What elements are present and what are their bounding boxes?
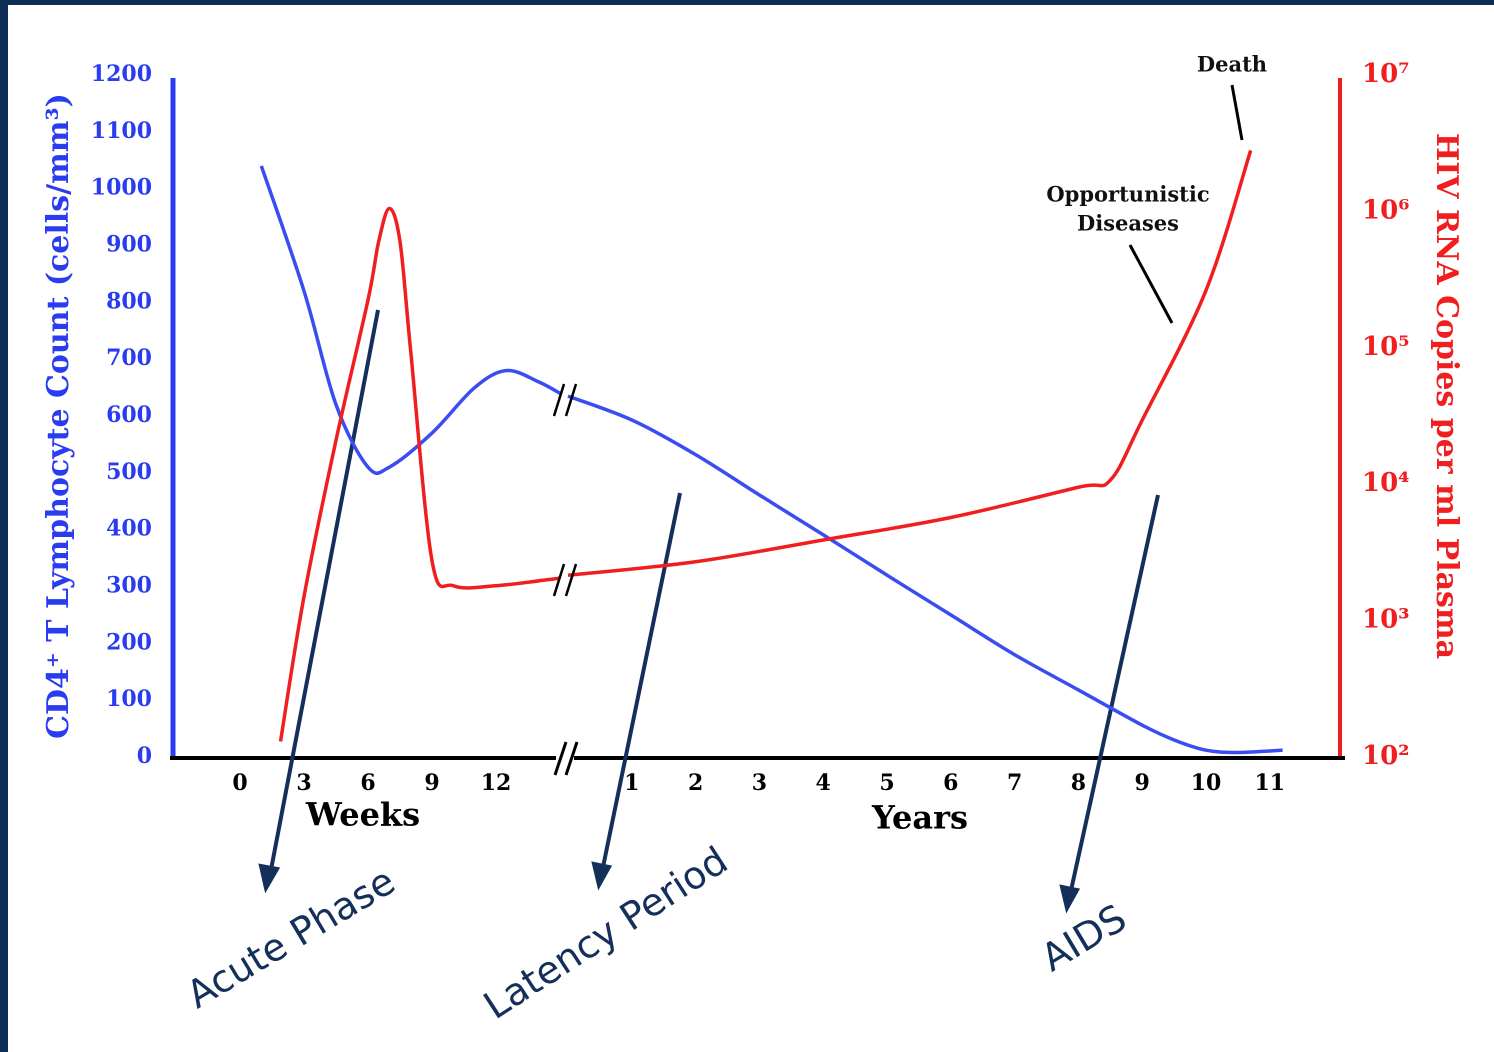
data-line xyxy=(567,394,1283,755)
x-tick-label: 2 xyxy=(688,770,703,796)
phase-arrows xyxy=(258,309,1160,914)
x-tick-label: 6 xyxy=(943,770,958,796)
x-tick-label: 6 xyxy=(360,770,375,796)
x-tick-label: 9 xyxy=(1135,770,1150,796)
y-tick-label: 300 xyxy=(106,573,152,599)
annotation: Opportunistic xyxy=(1046,182,1209,207)
x-axis-label: Years xyxy=(871,799,968,837)
y2-tick-label: 10³ xyxy=(1362,605,1410,635)
data-line xyxy=(278,206,561,742)
y2-tick-label: 10⁶ xyxy=(1362,195,1410,225)
y-tick-label: 800 xyxy=(106,288,152,314)
y2-tick-label: 10⁵ xyxy=(1362,332,1410,362)
annotation-pointer xyxy=(1128,244,1174,324)
annotation: Death xyxy=(1197,52,1267,77)
annotation: Diseases xyxy=(1077,211,1179,236)
y-tick-label: 200 xyxy=(106,629,152,655)
x-tick-label: 9 xyxy=(424,770,439,796)
x-tick-label: 3 xyxy=(296,770,311,796)
y-tick-label: 600 xyxy=(106,402,152,428)
background xyxy=(8,5,1494,1052)
y-tick-label: 900 xyxy=(106,232,152,258)
x-tick-label: 1 xyxy=(624,770,639,796)
y-tick-label: 0 xyxy=(137,743,152,769)
x-tick-label: 12 xyxy=(481,770,512,796)
x-tick-label: 11 xyxy=(1255,770,1286,796)
y2-tick-label: 10⁴ xyxy=(1362,468,1410,498)
x-tick-label: 8 xyxy=(1071,770,1086,796)
x-tick-label: 3 xyxy=(752,770,767,796)
y-tick-label: 500 xyxy=(106,459,152,485)
x-tick-label: 10 xyxy=(1191,770,1222,796)
y2-tick-label: 10⁷ xyxy=(1362,59,1410,89)
annotation-pointer xyxy=(1230,84,1244,141)
y-tick-label: 400 xyxy=(106,516,152,542)
x-tick-label: 4 xyxy=(816,770,831,796)
x-tick-label: 0 xyxy=(232,770,247,796)
x-axis-label: Weeks xyxy=(305,796,420,834)
y-tick-label: 100 xyxy=(106,686,152,712)
x-tick-label: 5 xyxy=(879,770,894,796)
y-axis-label: CD4⁺ T Lymphocyte Count (cells/mm³) xyxy=(41,93,76,739)
curve-break xyxy=(552,563,578,597)
y-tick-label: 1000 xyxy=(91,175,152,201)
curve-break xyxy=(552,383,578,417)
data-line xyxy=(259,165,561,475)
y2-tick-label: 10² xyxy=(1362,741,1410,771)
y-tick-label: 1100 xyxy=(91,118,152,144)
y-tick-label: 1200 xyxy=(91,61,152,87)
data-line xyxy=(567,149,1253,577)
axis-break xyxy=(553,741,579,776)
y-tick-label: 700 xyxy=(106,345,152,371)
x-tick-label: 7 xyxy=(1007,770,1022,796)
y2-axis-label: HIV RNA Copies per ml Plasma xyxy=(1429,133,1464,659)
